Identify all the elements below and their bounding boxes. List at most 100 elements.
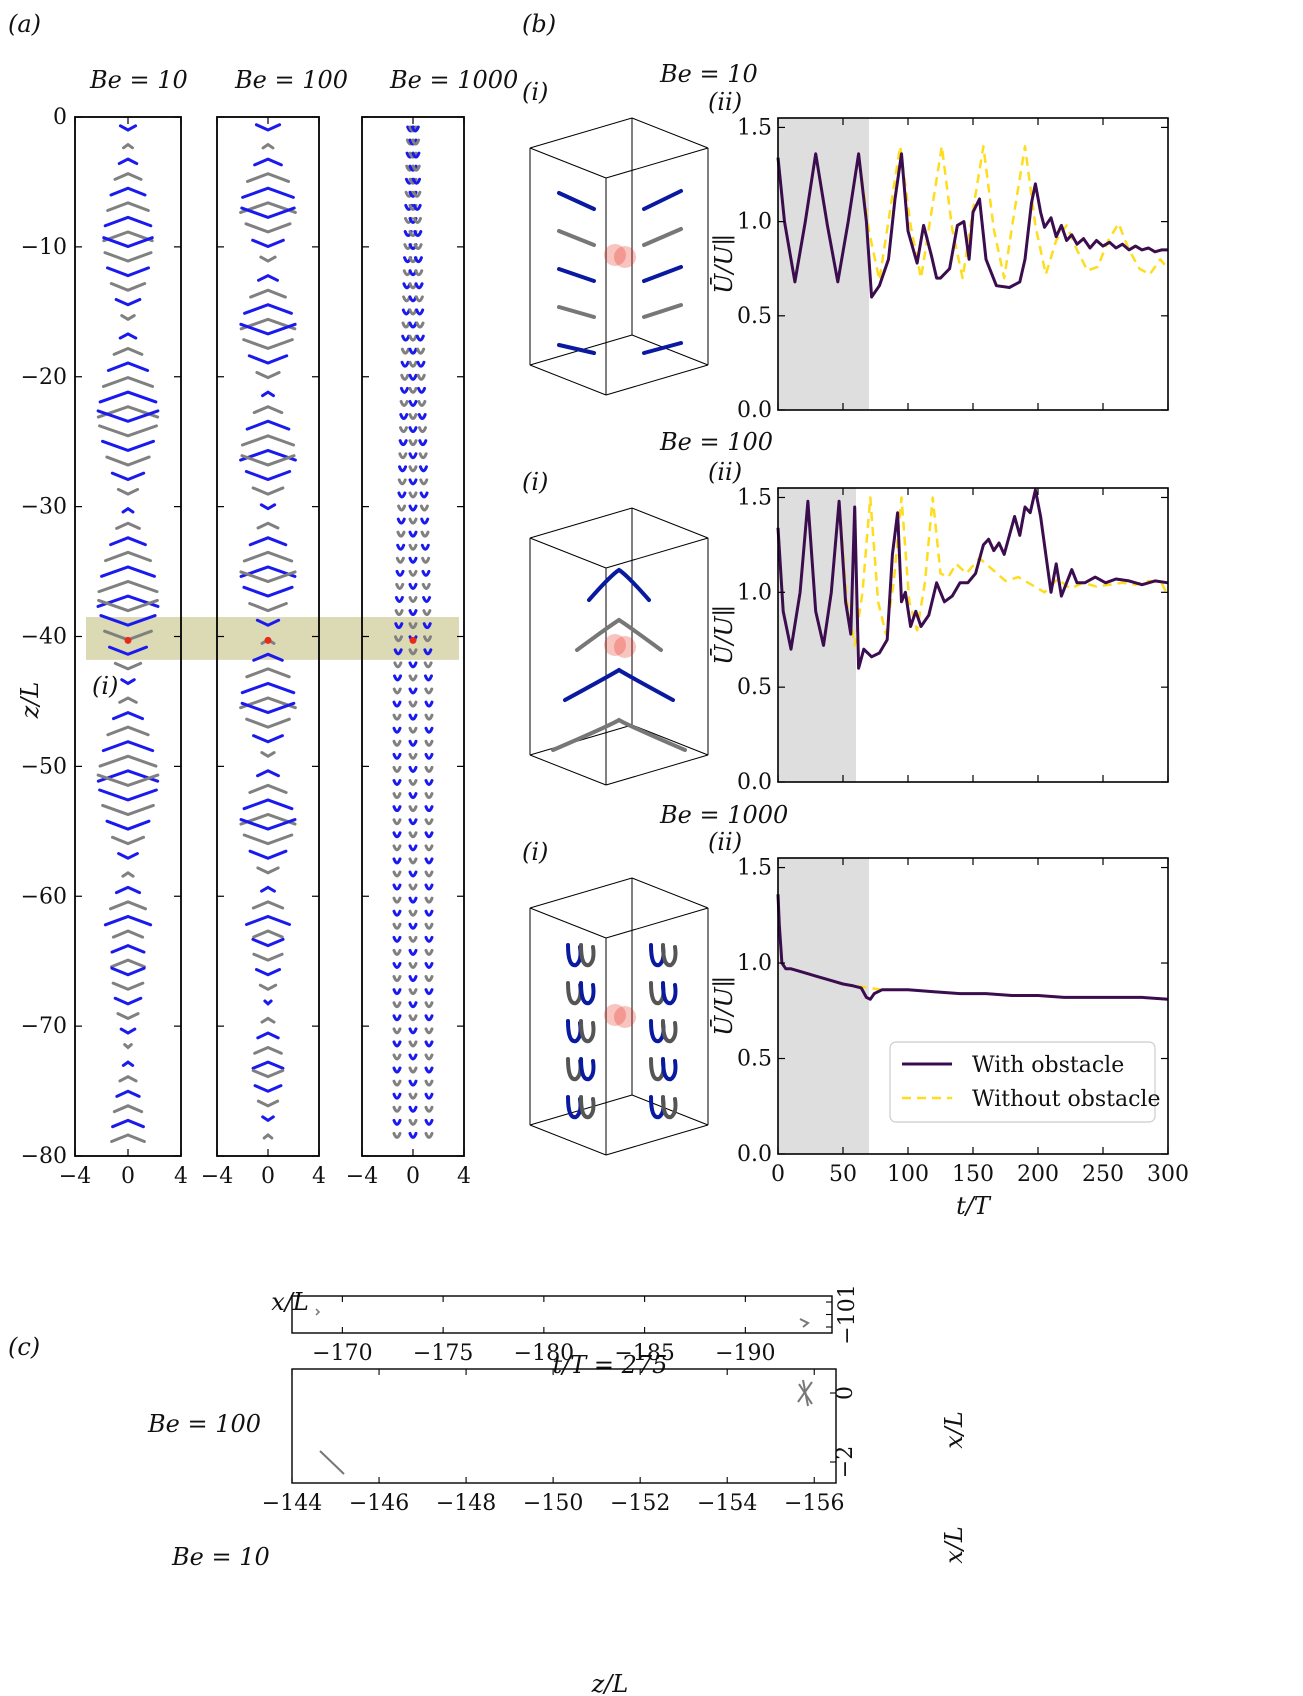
fiber-u-shape — [408, 831, 418, 839]
fiber-u-shape — [414, 269, 424, 277]
fiber-u-shape — [408, 1131, 418, 1139]
fiber-u-shape — [424, 870, 434, 878]
panel-a-title-be100: Be = 100 — [234, 66, 348, 94]
fiber-chevron — [252, 952, 284, 962]
fiber-u-shape — [392, 1040, 402, 1048]
box-edge — [529, 1124, 607, 1156]
fiber-u-shape — [392, 1079, 402, 1087]
fiber-chevron — [254, 123, 282, 132]
legend-label-with: With obstacle — [972, 1053, 1124, 1078]
fiber-chevron — [260, 751, 276, 759]
fiber-u-shape — [424, 792, 434, 800]
fiber-u-shape — [419, 491, 429, 499]
fiber-u-shape — [424, 1040, 434, 1048]
fiber-u-shape — [399, 399, 409, 407]
fiber-u-shape — [408, 1092, 418, 1100]
fiber-chevron — [249, 288, 287, 299]
fiber-chevron — [109, 186, 147, 197]
fiber-chevron — [114, 885, 142, 895]
fiber-3d — [587, 567, 651, 602]
fiber-u-shape — [424, 687, 434, 695]
fiber-chevron — [105, 819, 151, 831]
fiber-u-shape — [408, 1014, 418, 1022]
fiber-3d — [563, 667, 675, 702]
fiber-u-shape — [408, 321, 418, 329]
fiber-u-shape — [424, 1001, 434, 1009]
fiber-u-shape — [392, 700, 402, 708]
fiber-u-shape — [408, 713, 418, 721]
fiber-u-shape — [400, 360, 410, 368]
fiber-u-shape — [413, 243, 423, 251]
box-edge — [631, 334, 709, 366]
ytick-label: −30 — [21, 495, 67, 520]
fiber-u-shape — [392, 962, 402, 969]
fiber-u-shape — [412, 190, 422, 198]
fiber-u-shape — [399, 413, 409, 421]
xtick-label: 4 — [457, 1164, 471, 1189]
fiber-3d — [642, 189, 683, 211]
fiber-3d — [579, 943, 596, 968]
fiber-chevron — [118, 332, 138, 340]
fiber-u-shape — [408, 922, 418, 930]
fiber-chevron — [123, 1043, 133, 1050]
fiber-chevron — [251, 1069, 285, 1079]
fiber-u-shape — [408, 413, 418, 421]
fiber-u-shape — [392, 975, 402, 983]
ytick-label: −50 — [21, 754, 67, 779]
ytick-label: 0.0 — [737, 1142, 772, 1167]
fiber-chevron — [240, 454, 296, 467]
fiber-chevron — [111, 929, 145, 939]
ytick-label: 0.0 — [737, 398, 772, 423]
fiber-u-shape — [411, 151, 421, 159]
fiber-chevron — [242, 833, 294, 846]
fiber-u-shape — [392, 687, 402, 695]
fiber-u-shape — [408, 739, 418, 747]
xtick-label: −190 — [715, 1341, 775, 1366]
fiber-u-shape — [408, 1001, 418, 1009]
fiber-chevron — [106, 266, 150, 278]
xtick-label: −4 — [59, 1164, 91, 1189]
fiber-u-shape — [392, 1118, 402, 1126]
fiber-u-shape — [400, 373, 410, 381]
fiber-u-shape — [408, 844, 418, 852]
fiber-u-shape — [399, 386, 409, 394]
fiber-u-shape — [408, 661, 418, 669]
fiber-u-shape — [424, 1053, 434, 1061]
fiber-u-shape — [392, 752, 402, 760]
fiber-u-shape — [417, 399, 427, 407]
fiber-u-shape — [408, 334, 418, 342]
fiber-chevron — [239, 565, 297, 578]
fiber-u-shape — [392, 935, 402, 943]
fiber-chevron — [120, 678, 136, 686]
fiber-small — [802, 1379, 809, 1407]
fiber-chevron — [252, 929, 284, 939]
fiber-chevron — [117, 157, 139, 166]
series-with-obstacle — [776, 894, 1169, 1001]
subpanel-label-i: (i) — [522, 838, 548, 866]
fiber-chevron — [242, 798, 294, 811]
fiber-u-shape — [408, 948, 418, 956]
fiber-chevron — [245, 419, 291, 431]
fiber-u-shape — [397, 478, 407, 486]
fiber-u-shape — [392, 1131, 402, 1139]
fiber-chevron — [239, 201, 297, 214]
fiber-chevron — [256, 521, 280, 530]
fiber-3d — [551, 717, 687, 752]
fiber-u-shape — [412, 177, 422, 185]
fiber-u-shape — [418, 452, 428, 460]
fiber-u-shape — [424, 975, 434, 983]
fiber-u-shape — [398, 426, 408, 434]
fiber-chevron — [251, 486, 285, 496]
fiber-u-shape — [408, 151, 418, 159]
fiber-u-shape — [424, 713, 434, 721]
ytick-label: 0 — [53, 105, 67, 130]
xtick-label: −152 — [610, 1491, 670, 1516]
fiber-u-shape — [408, 426, 418, 434]
fiber-3d — [661, 1057, 678, 1082]
fiber-chevron — [110, 471, 146, 482]
fiber-u-shape — [392, 896, 402, 904]
fiber-u-shape — [423, 635, 433, 643]
fiber-u-shape — [417, 413, 427, 420]
obstacle-3d — [604, 244, 626, 266]
fiber-chevron — [101, 740, 155, 753]
